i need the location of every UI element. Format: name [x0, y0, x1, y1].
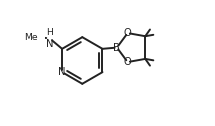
Text: Me: Me: [24, 33, 38, 42]
Text: N: N: [46, 39, 53, 49]
Text: N: N: [58, 67, 66, 77]
Text: H: H: [46, 28, 53, 37]
Text: O: O: [124, 57, 132, 67]
Text: O: O: [124, 28, 132, 38]
Text: B: B: [114, 43, 120, 53]
